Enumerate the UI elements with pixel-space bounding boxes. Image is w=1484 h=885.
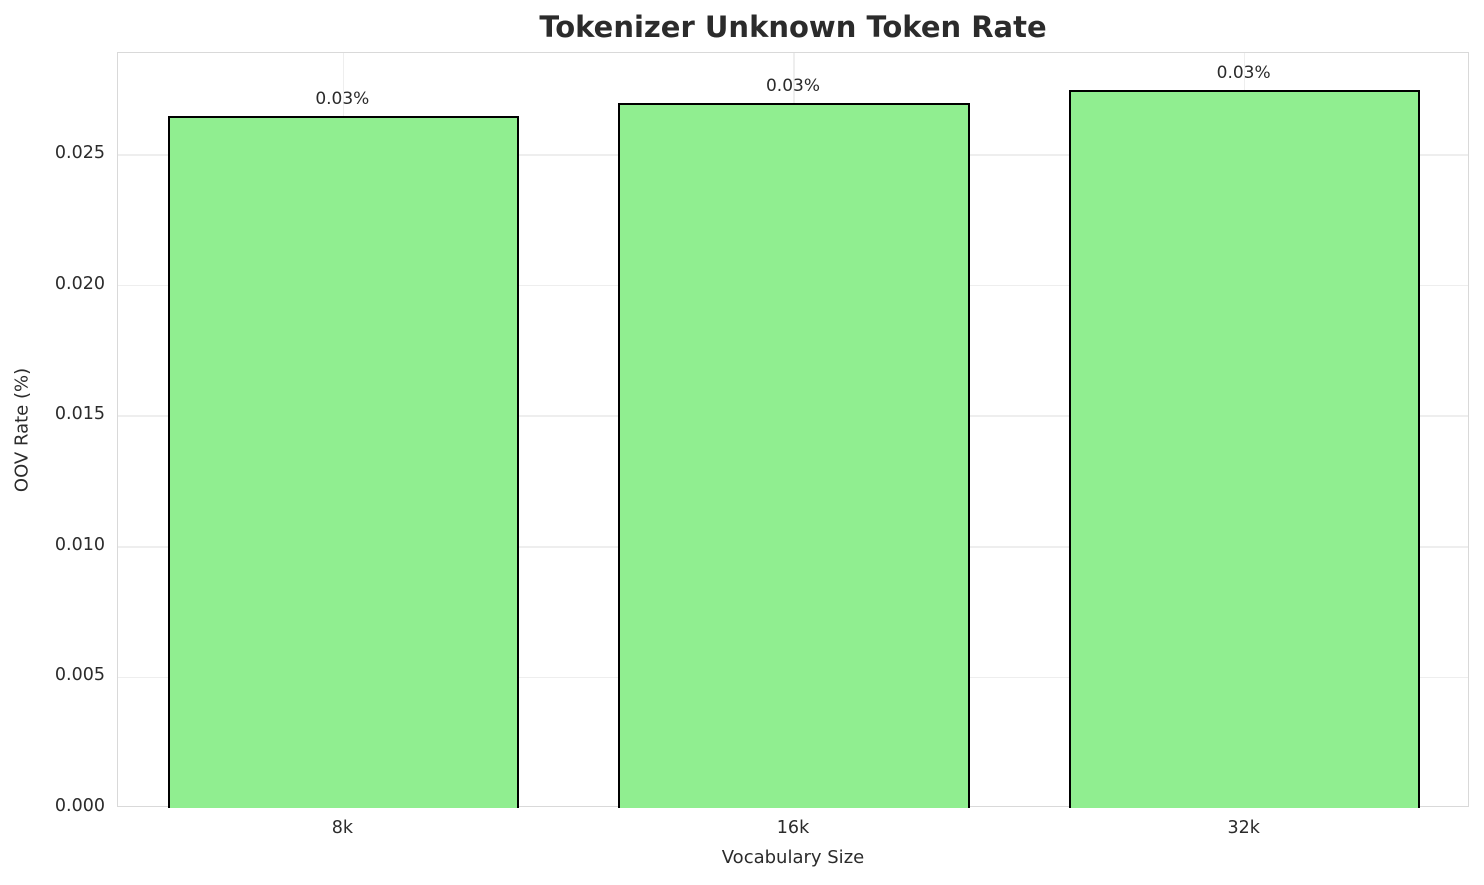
y-tick-label: 0.015 — [54, 404, 105, 425]
bar-32k — [1068, 89, 1421, 808]
x-axis-label: Vocabulary Size — [721, 847, 865, 868]
bar-8k — [167, 115, 520, 808]
bar-16k — [618, 102, 970, 808]
bar-value-label: 0.03% — [1216, 62, 1271, 83]
y-tick-label: 0.010 — [54, 534, 105, 555]
x-tick-label: 8k — [331, 818, 353, 838]
bar-value-label: 0.03% — [315, 88, 370, 109]
y-tick-label: 0.005 — [54, 665, 105, 686]
bar-value-label: 0.03% — [765, 75, 820, 96]
chart-title: Tokenizer Unknown Token Rate — [539, 10, 1047, 44]
plot-area — [117, 52, 1469, 808]
y-tick-label: 0.020 — [54, 273, 105, 294]
y-tick-label: 0.000 — [54, 796, 105, 816]
x-tick-label: 16k — [776, 818, 810, 838]
x-tick-label: 32k — [1227, 818, 1260, 838]
y-tick-label: 0.025 — [54, 142, 105, 163]
y-axis-label: OOV Rate (%) — [11, 367, 33, 493]
